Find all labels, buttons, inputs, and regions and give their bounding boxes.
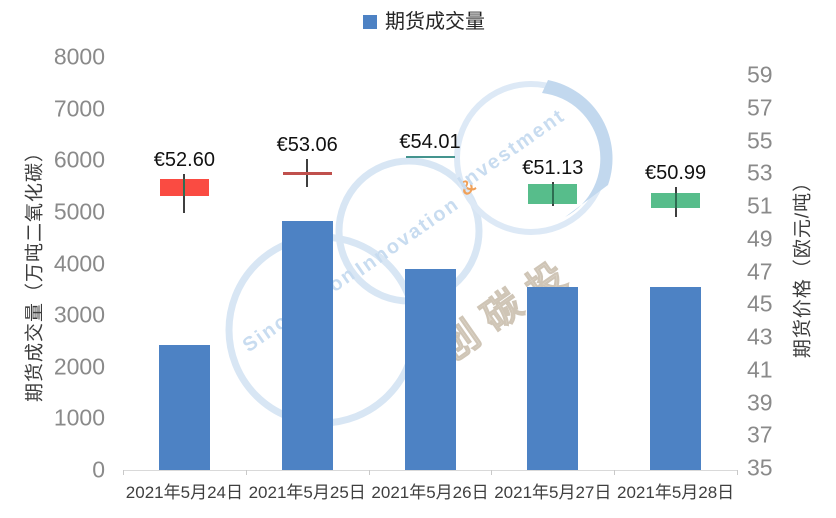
x-tick-mark <box>614 470 616 475</box>
legend-label-volume: 期货成交量 <box>385 11 485 33</box>
price-label: €52.60 <box>153 149 215 172</box>
y-tick-label-left: 8000 <box>53 43 105 70</box>
x-tick-mark <box>491 470 493 475</box>
legend-swatch-volume <box>363 15 377 29</box>
volume-bar <box>527 286 579 470</box>
candle-open-close-divider <box>183 178 186 197</box>
y-tick-label-left: 5000 <box>53 198 105 225</box>
candle-doji-line <box>282 172 332 176</box>
candle-open-close-divider <box>551 183 554 205</box>
volume-bar <box>404 268 456 470</box>
candle-open-close-divider <box>674 192 677 208</box>
x-tick-mark <box>245 470 247 475</box>
y-tick-label-left: 2000 <box>53 353 105 380</box>
y-tick-label-right: 55 <box>747 127 773 153</box>
candle-doji-line <box>405 155 455 158</box>
x-tick-label: 2021年5月25日 <box>248 483 366 502</box>
y-tick-label-right: 45 <box>747 290 773 317</box>
x-tick-mark <box>737 470 738 475</box>
y-tick-label-left: 0 <box>92 456 105 483</box>
price-label: €53.06 <box>276 134 338 157</box>
x-axis-line <box>123 470 737 471</box>
y-tick-label-left: 4000 <box>53 250 105 276</box>
price-label: €51.13 <box>522 157 584 180</box>
y-tick-label-right: 35 <box>747 454 773 481</box>
legend: 期货成交量 <box>363 11 485 33</box>
x-tick-label: 2021年5月24日 <box>125 483 243 502</box>
x-tick-label: 2021年5月28日 <box>617 483 735 502</box>
y-tick-label-right: 53 <box>747 159 773 186</box>
x-tick-mark <box>368 470 370 475</box>
y-tick-label-right: 41 <box>747 356 773 383</box>
y-tick-label-left: 7000 <box>53 95 105 122</box>
x-tick-mark <box>123 470 124 475</box>
y-tick-label-left: 6000 <box>53 146 105 173</box>
watermark-swoosh <box>542 80 613 217</box>
volume-bar <box>158 344 210 470</box>
y-tick-label-left: 3000 <box>53 301 105 328</box>
price-label: €50.99 <box>645 162 707 185</box>
y-tick-label-right: 39 <box>747 389 773 415</box>
volume-bar <box>650 286 702 470</box>
y-tick-label-right: 47 <box>747 258 773 284</box>
x-tick-label: 2021年5月26日 <box>371 483 489 502</box>
x-tick-label: 2021年5月27日 <box>494 483 612 502</box>
volume-bar <box>281 220 333 470</box>
y-tick-label-right: 49 <box>747 225 773 252</box>
y-tick-label-right: 59 <box>747 61 773 88</box>
y-tick-label-right: 43 <box>747 323 773 350</box>
price-label: €54.01 <box>399 130 461 153</box>
y-tick-label-left: 1000 <box>53 404 105 431</box>
y-tick-label-right: 51 <box>747 192 773 219</box>
y-tick-label-right: 37 <box>747 421 773 448</box>
y-tick-label-right: 57 <box>747 94 773 121</box>
